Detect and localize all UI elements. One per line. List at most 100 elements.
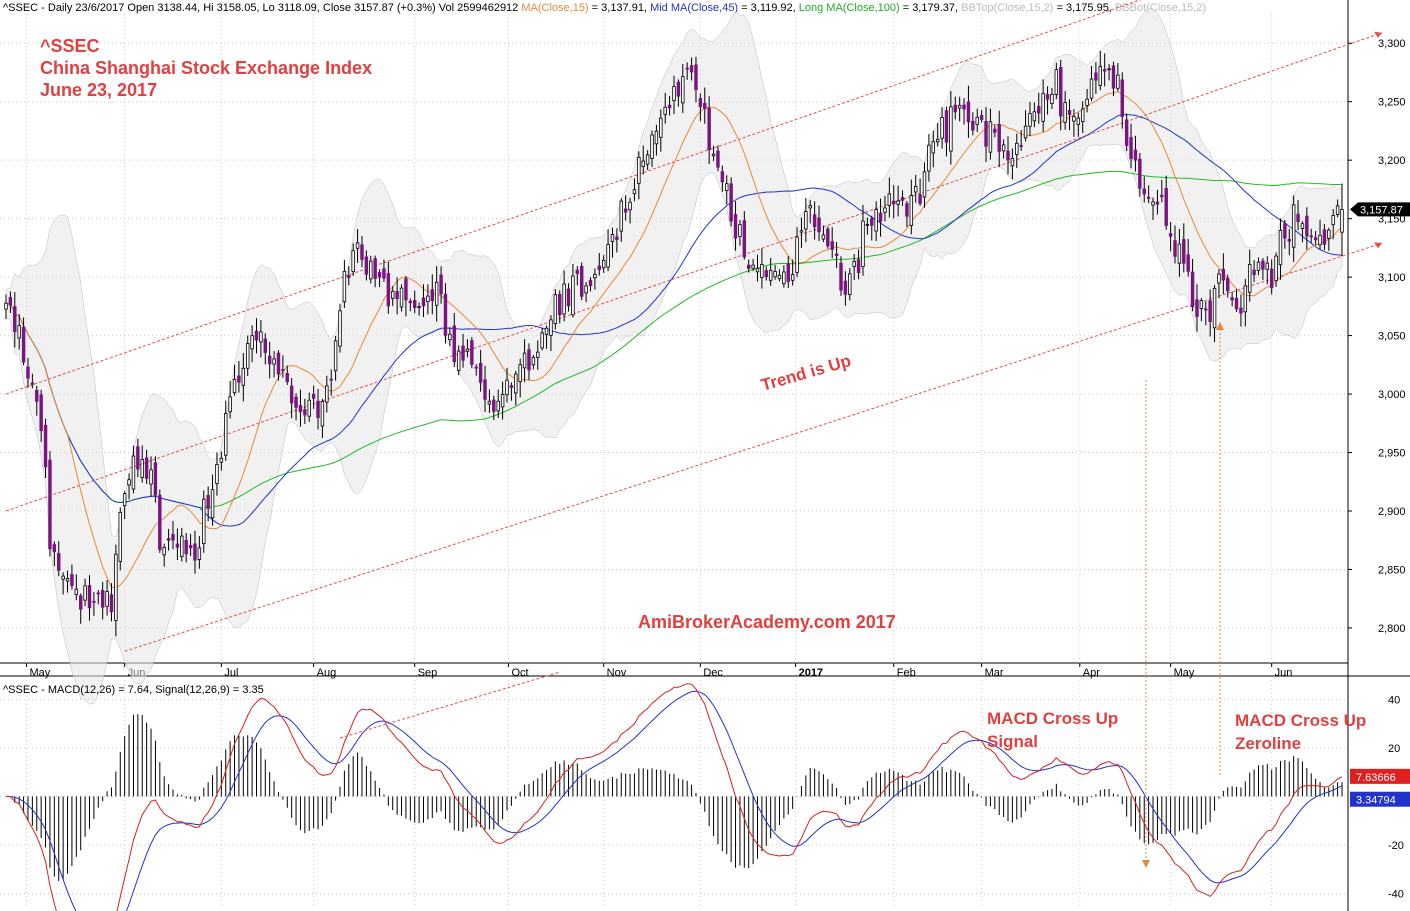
header-segment: ^SSEC - Daily 23/6/2017 Open 3138.44, Hi… xyxy=(3,2,521,14)
candle-body xyxy=(711,153,716,157)
candle-body xyxy=(725,183,729,191)
candle-body xyxy=(1063,102,1067,123)
candle-body xyxy=(685,67,689,70)
trend-channel-middle xyxy=(5,32,1383,512)
candle-body xyxy=(848,273,852,295)
macd-zero-note: Zeroline xyxy=(1235,734,1301,753)
candle-body xyxy=(166,538,171,541)
candle-body xyxy=(140,458,144,478)
candle-body xyxy=(650,134,654,159)
candle-body xyxy=(228,396,232,413)
candle-body xyxy=(927,144,931,172)
candle-body xyxy=(834,253,839,256)
candle-body xyxy=(505,379,509,396)
candle-body xyxy=(197,547,202,560)
month-label: Oct xyxy=(511,667,528,679)
candle-body xyxy=(1300,223,1305,229)
candle-body xyxy=(43,424,48,468)
candle-body xyxy=(281,369,285,372)
candle-body xyxy=(830,241,834,250)
candle-body xyxy=(720,171,725,183)
candle-body xyxy=(1089,78,1094,99)
candle-body xyxy=(232,378,237,394)
candle-body xyxy=(153,462,158,496)
candle-body xyxy=(206,495,210,509)
candle-body xyxy=(434,281,439,306)
candle-body xyxy=(922,171,927,198)
ma45-line xyxy=(5,113,1343,527)
candle-body xyxy=(245,343,250,369)
candle-body xyxy=(940,117,944,139)
macd-signal-note: Signal xyxy=(987,732,1038,751)
candle-body xyxy=(1120,79,1124,117)
candle-body xyxy=(1072,116,1076,122)
candle-body xyxy=(1291,204,1296,248)
candle-body xyxy=(13,306,17,333)
candle-body xyxy=(1195,299,1199,317)
candle-body xyxy=(509,385,514,388)
candle-body xyxy=(514,373,518,394)
candle-body xyxy=(52,544,57,553)
candle-body xyxy=(276,352,281,375)
candle-body xyxy=(311,393,316,399)
candle-body xyxy=(329,378,333,381)
candle-body xyxy=(30,382,35,385)
price-tick-label: 2,950 xyxy=(1378,448,1406,460)
candle-body xyxy=(988,121,993,153)
candle-body xyxy=(171,534,175,541)
candle-body xyxy=(149,469,153,485)
candle-body xyxy=(122,493,127,507)
candle-body xyxy=(931,141,936,154)
candle-body xyxy=(202,498,206,545)
candle-body xyxy=(439,274,443,295)
macd-tick-label: -20 xyxy=(1388,840,1404,852)
candle-body xyxy=(369,260,373,280)
candle-body xyxy=(338,310,342,347)
candle-body xyxy=(382,268,386,279)
candle-body xyxy=(399,287,404,308)
candle-body xyxy=(500,393,505,408)
candle-body xyxy=(812,214,817,228)
candle-body xyxy=(496,400,500,412)
candle-body xyxy=(619,200,623,232)
candle-body xyxy=(1309,235,1313,238)
price-tick-label: 3,050 xyxy=(1378,331,1406,343)
header-segment: = 3,175.95, xyxy=(1053,2,1114,14)
macd-tick-label: 20 xyxy=(1388,743,1400,755)
candle-body xyxy=(786,263,790,282)
candle-body xyxy=(900,197,905,201)
candle-body xyxy=(48,459,52,550)
candle-body xyxy=(377,272,382,278)
candle-body xyxy=(852,261,856,267)
candle-body xyxy=(1054,69,1059,95)
candle-body xyxy=(127,479,131,486)
candle-body xyxy=(443,293,448,336)
candle-body xyxy=(949,106,953,152)
candle-body xyxy=(826,228,830,247)
candle-body xyxy=(87,585,92,609)
candle-body xyxy=(109,594,114,613)
chart-title-line: June 23, 2017 xyxy=(40,80,157,100)
candle-body xyxy=(421,297,426,307)
candle-body xyxy=(1076,117,1081,125)
candle-body xyxy=(694,64,698,91)
month-label: Dec xyxy=(703,667,723,679)
candle-body xyxy=(905,203,909,217)
candle-body xyxy=(131,455,136,490)
candle-body xyxy=(751,264,755,269)
candle-body xyxy=(70,574,74,586)
candle-body xyxy=(672,86,676,102)
candle-body xyxy=(430,289,435,302)
candle-body xyxy=(1032,111,1037,122)
candle-body xyxy=(971,120,975,131)
candle-body xyxy=(263,338,268,353)
month-label: May xyxy=(30,667,51,679)
ma100-line xyxy=(5,170,1343,508)
candle-body xyxy=(874,209,878,232)
header-segment: = 3,119.92, xyxy=(738,2,799,14)
month-label: 2017 xyxy=(799,667,823,679)
candle-body xyxy=(817,217,821,233)
candle-body xyxy=(386,273,391,307)
candle-body xyxy=(606,244,610,268)
candle-body xyxy=(544,327,549,335)
